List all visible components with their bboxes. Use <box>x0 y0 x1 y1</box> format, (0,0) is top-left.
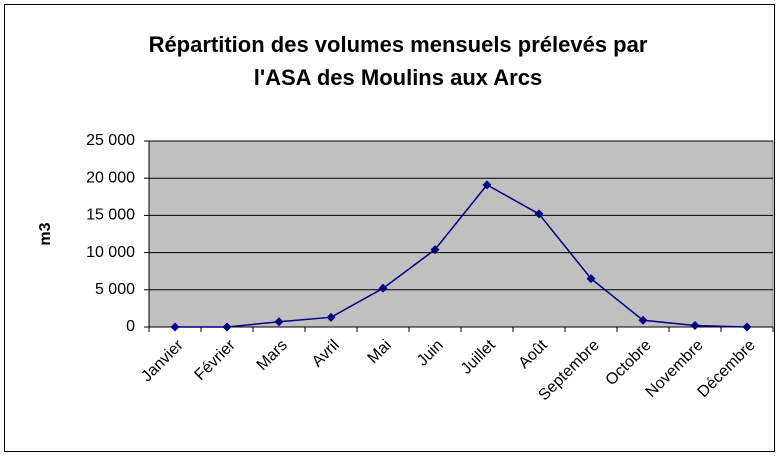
marker <box>326 312 336 322</box>
marker <box>222 322 232 332</box>
y-tick-label: 5 000 <box>95 281 135 298</box>
y-tick-label: 25 000 <box>86 132 135 149</box>
marker <box>586 274 596 284</box>
marker <box>274 317 284 327</box>
y-tick-label: 15 000 <box>86 207 135 224</box>
plot-area <box>148 140 774 328</box>
line <box>175 183 748 328</box>
y-tick-label: 0 <box>126 318 135 335</box>
chart-title: Répartition des volumes mensuels prélevé… <box>149 32 648 57</box>
marker <box>482 180 492 190</box>
marker <box>742 322 752 332</box>
y-axis-label: m3 <box>37 222 54 245</box>
marker <box>170 322 180 332</box>
marker <box>430 245 440 255</box>
marker <box>378 283 388 293</box>
chart-title: l'ASA des Moulins aux Arcs <box>254 65 542 90</box>
marker <box>638 315 648 325</box>
y-tick-label: 10 000 <box>86 244 135 261</box>
marker <box>690 321 700 331</box>
y-tick-label: 20 000 <box>86 169 135 186</box>
marker <box>534 209 544 219</box>
